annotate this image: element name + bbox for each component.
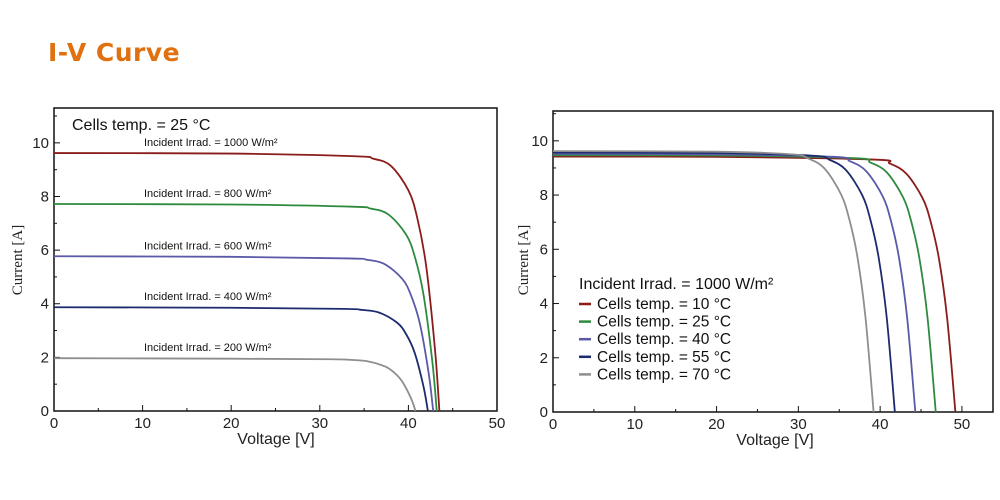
chart-temperature: Voltage [V] Current [A] 0 10 20 30 40 50 0 2 4 6 8… (516, 110, 994, 449)
x-axis-label: Voltage [V] (736, 432, 813, 449)
chart-annotation: Cells temp. = 25 °C (72, 117, 210, 134)
y-tick-label: 10 (32, 135, 49, 152)
y-tick-label: 8 (41, 188, 49, 205)
series-line (552, 152, 917, 413)
y-tick-label: 0 (540, 404, 548, 421)
y-tick-label: 2 (41, 349, 49, 366)
legend-item: Cells temp. = 55 °C (597, 349, 731, 366)
y-tick-label: 2 (540, 350, 548, 367)
plot-frame (552, 110, 994, 413)
legend-item: Cells temp. = 40 °C (597, 331, 731, 348)
x-tick-label: 30 (790, 416, 807, 433)
x-tick-label: 0 (50, 415, 58, 432)
y-tick-label: 0 (41, 403, 49, 420)
series-line (53, 357, 417, 412)
x-tick-label: 50 (489, 415, 506, 432)
x-axis-label: Voltage [V] (237, 431, 314, 448)
y-axis-label: Current [A] (10, 225, 26, 295)
series-label: Incident Irrad. = 400 W/m² (144, 291, 272, 303)
series-label: Incident Irrad. = 1000 W/m² (144, 137, 278, 149)
series-label: Incident Irrad. = 600 W/m² (144, 240, 272, 252)
series-line (53, 255, 435, 412)
chart-irradiance: Cells temp. = 25 °C Voltage [V] Current … (10, 107, 506, 448)
x-tick-label: 30 (311, 415, 328, 432)
x-tick-label: 20 (223, 415, 240, 432)
x-tick-label: 0 (549, 416, 557, 433)
series-line (552, 150, 875, 413)
x-tick-label: 40 (400, 415, 417, 432)
y-tick-label: 6 (540, 241, 548, 258)
series-label: Incident Irrad. = 800 W/m² (144, 188, 272, 200)
series-line (53, 203, 438, 412)
x-tick-label: 40 (872, 416, 889, 433)
legend: Incident Irrad. = 1000 W/m² Cells temp. … (579, 276, 774, 383)
y-axis-label: Current [A] (516, 225, 532, 295)
x-tick-label: 10 (134, 415, 151, 432)
x-tick-label: 50 (954, 416, 971, 433)
page-title: I-V Curve (48, 38, 181, 67)
y-tick-label: 4 (540, 296, 548, 313)
legend-item: Cells temp. = 25 °C (597, 314, 731, 331)
legend-item: Cells temp. = 70 °C (597, 366, 731, 383)
series-line (53, 152, 441, 412)
x-tick-label: 10 (626, 416, 643, 433)
y-tick-label: 6 (41, 242, 49, 259)
series-label: Incident Irrad. = 200 W/m² (144, 342, 272, 354)
series-line (552, 151, 896, 413)
y-tick-label: 8 (540, 187, 548, 204)
x-tick-label: 20 (708, 416, 725, 433)
series-line (552, 154, 937, 413)
legend-item: Cells temp. = 10 °C (597, 296, 731, 313)
legend-title: Incident Irrad. = 1000 W/m² (579, 276, 774, 293)
y-tick-label: 10 (531, 133, 548, 150)
series-line (552, 155, 957, 413)
series-line (53, 306, 429, 412)
y-tick-label: 4 (41, 296, 49, 313)
